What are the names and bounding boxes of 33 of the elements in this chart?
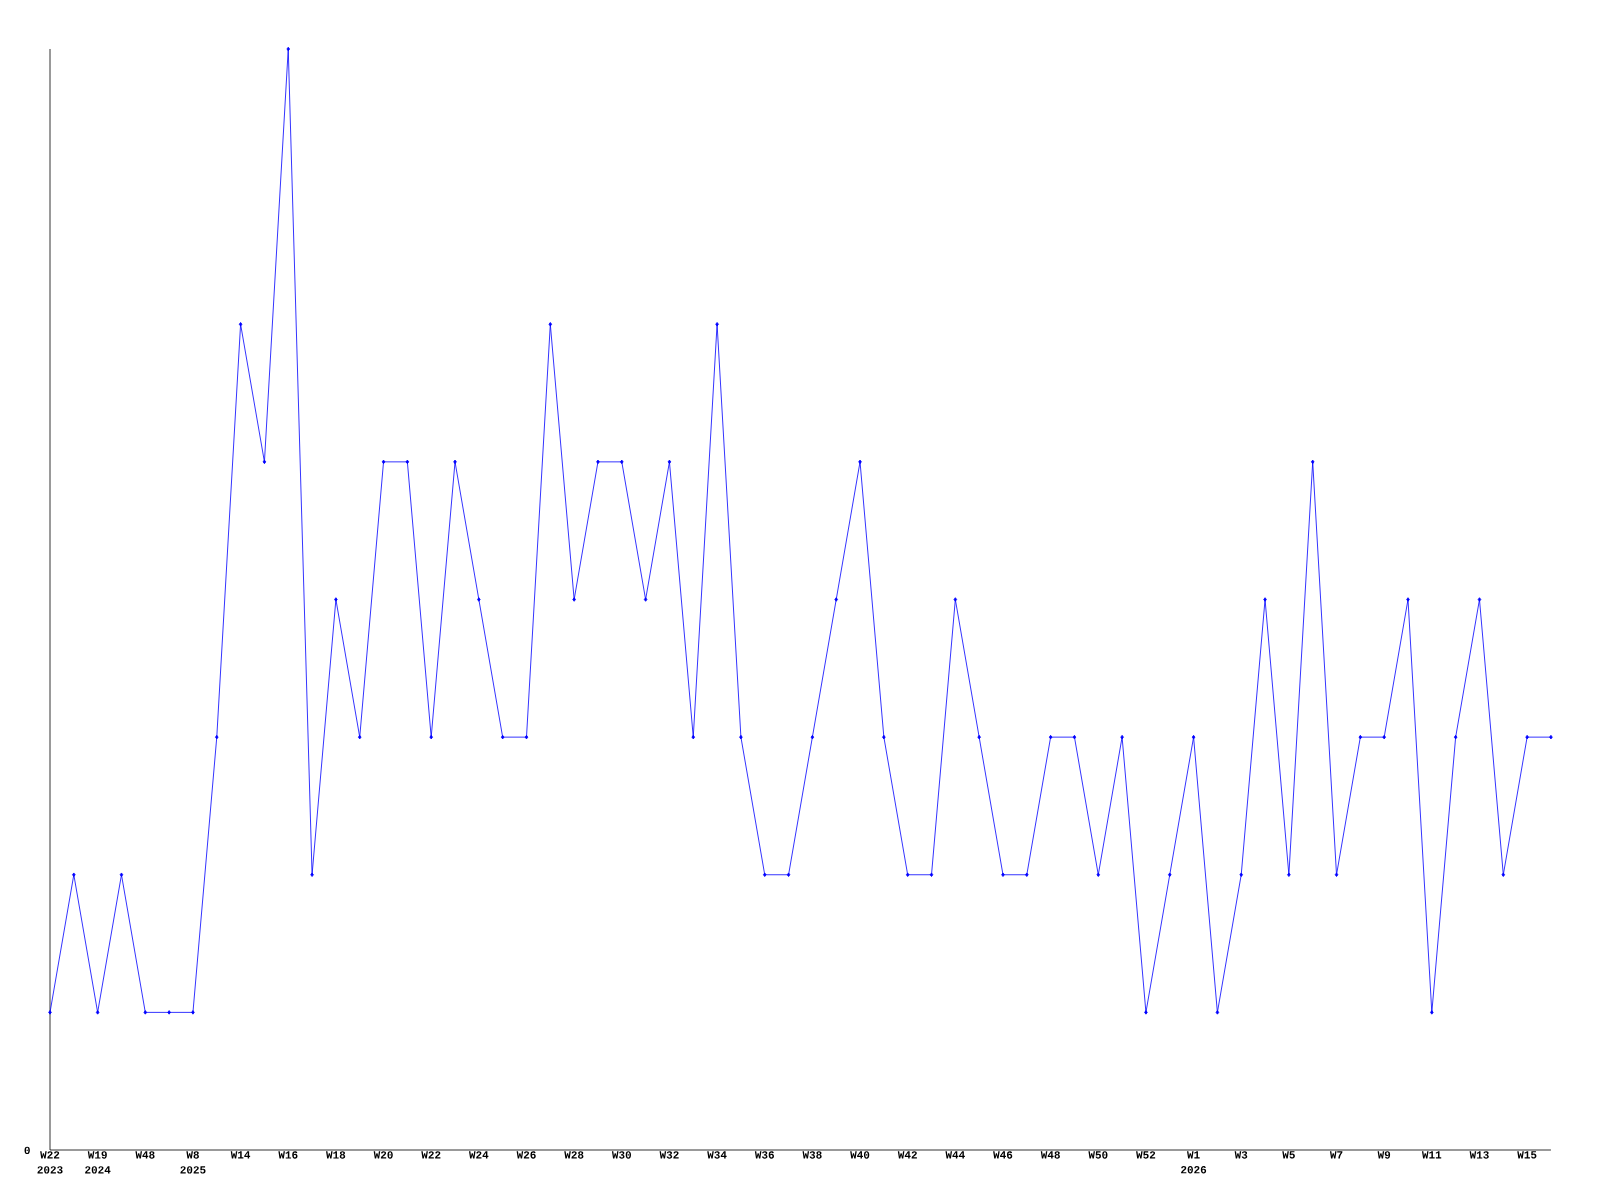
x-tick-label: W24 xyxy=(468,1151,489,1159)
x-tick-label: W40 xyxy=(850,1151,870,1159)
x-tick-label: W32 xyxy=(659,1151,679,1159)
x-tick-label: W1 2026 xyxy=(1181,1151,1207,1174)
x-tick-label: W50 xyxy=(1088,1151,1108,1159)
x-tick-label: W22 xyxy=(421,1151,441,1159)
x-tick-label: W13 xyxy=(1469,1151,1489,1159)
x-tick-label: W30 xyxy=(611,1151,632,1159)
x-tick-label: W18 xyxy=(326,1151,346,1159)
x-tick-label: W19 2024 xyxy=(85,1151,111,1174)
x-tick-label: W36 xyxy=(754,1151,774,1159)
x-tick-label: W28 xyxy=(564,1151,584,1159)
x-tick-label: W20 xyxy=(373,1151,393,1159)
x-tick-label: W48 xyxy=(135,1151,155,1159)
x-tick-label: W44 xyxy=(945,1151,965,1159)
text: 0 xyxy=(24,1146,30,1155)
x-tick-label: W48 xyxy=(1040,1151,1060,1159)
x-tick-label: W16 xyxy=(278,1151,298,1159)
x-tick-label: W52 xyxy=(1136,1151,1156,1159)
x-tick-label: W7 xyxy=(1329,1151,1343,1159)
x-tick-label: W26 xyxy=(516,1151,536,1159)
x-tick-label: W8 2025 xyxy=(180,1151,206,1174)
x-tick-label: W46 xyxy=(993,1151,1013,1159)
x-tick-label: W14 xyxy=(230,1151,251,1159)
x-tick-label: W9 xyxy=(1377,1151,1391,1159)
x-tick-label: W34 xyxy=(707,1151,727,1159)
x-tick-label: W15 xyxy=(1517,1151,1537,1159)
x-tick-label: W3 xyxy=(1234,1151,1248,1159)
x-tick-label: W38 xyxy=(802,1151,822,1159)
x-tick-label: W42 xyxy=(897,1151,917,1159)
x-tick-label: W5 xyxy=(1282,1151,1295,1159)
x-tick-label: W11 xyxy=(1421,1151,1442,1159)
x-tick-label: W22 2023 xyxy=(37,1151,63,1174)
